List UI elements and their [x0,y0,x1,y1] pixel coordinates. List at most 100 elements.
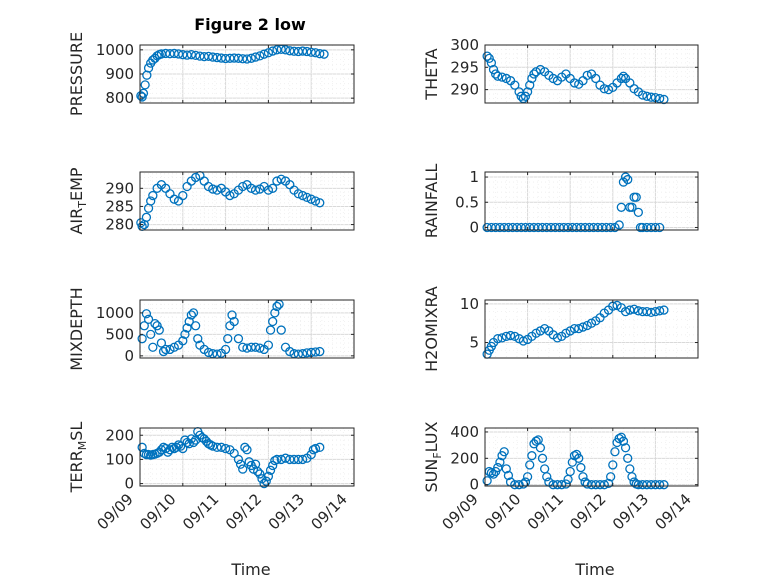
data-point [242,445,252,455]
data-point [141,309,152,319]
data-point [493,71,503,81]
data-point [319,49,329,59]
y-axis-label: TERRMSL [67,422,89,494]
data-point [310,443,321,454]
subplot-theta: 290 295 300 THETA [422,36,699,105]
data-point [606,472,616,482]
data-point [190,50,201,61]
data-point [315,198,325,208]
data-point [250,52,261,62]
data-point [190,321,201,331]
data-point [315,49,325,59]
y-tick-label: 200 [450,449,479,467]
data-point [186,50,197,60]
data-point [250,342,261,352]
data-point [229,448,239,459]
y-axis-label: RAINFALL [422,164,441,239]
data-point [250,185,261,195]
data-point [265,325,276,335]
data-point [148,190,158,201]
data-point [242,54,252,64]
data-point [308,445,318,455]
data-point [637,90,648,100]
data-point [165,445,175,455]
data-point [599,480,609,490]
data-point [569,78,580,88]
data-point [167,442,177,452]
subplot-rainfall: 0 0.5 1 RAINFALL [422,164,699,239]
data-point [620,443,631,453]
data-point [629,304,639,314]
y-tick-label: 0 [469,218,479,236]
data-point [285,346,295,357]
data-point [180,329,190,340]
y-tick-label: 10 [460,295,479,313]
data-point [633,207,644,217]
data-point [280,453,291,463]
data-point [293,189,304,199]
data-point [297,190,308,201]
axes-box [484,44,699,104]
data-point [614,220,624,230]
data-point [659,480,669,490]
data-point [616,73,626,84]
data-point [220,443,231,454]
y-tick-label: 0.5 [455,193,479,211]
data-point [522,472,533,482]
data-point [143,314,154,324]
data-point [627,472,637,482]
data-point [255,343,265,353]
data-point [627,202,637,212]
data-point [315,442,325,452]
data-point [161,344,171,355]
axes-box [139,171,355,231]
data-point [569,323,580,334]
y-tick-label: 0 [469,476,479,494]
data-point [253,466,263,477]
data-point [263,185,274,195]
data-point [137,442,147,452]
subplot-pressure: 800 900 1000 PRESSURE [67,32,355,116]
data-point [238,181,248,192]
data-point [141,212,152,222]
data-point [169,194,179,204]
data-point [233,454,244,465]
y-tick-label: 500 [105,325,134,343]
data-point [270,308,280,318]
data-point [499,447,509,457]
data-point [156,338,167,348]
y-tick-label: 5 [469,334,479,352]
y-tick-label: 1000 [96,41,134,59]
data-point [146,196,156,206]
data-point [255,51,265,61]
data-point [229,316,239,327]
data-point [529,69,539,79]
data-point [574,323,584,334]
axes-box [484,299,699,359]
data-point [276,174,286,184]
axes-box [139,427,355,487]
data-point [525,80,535,90]
data-point [208,52,218,62]
y-axis-label: MIXDEPTH [67,287,86,370]
data-point [140,80,150,90]
data-point [259,49,269,59]
data-point [608,460,618,470]
axes-box [139,299,355,359]
y-tick-label: 0 [124,347,134,365]
data-point [315,346,325,357]
data-point [280,45,291,55]
data-point [493,462,503,473]
data-point [238,464,248,474]
data-point [578,472,588,482]
data-point [642,91,652,101]
data-point [522,87,533,97]
data-point [650,306,661,317]
data-point [184,316,194,327]
y-tick-label: 295 [450,58,479,76]
data-point [178,190,188,201]
data-point [576,462,586,473]
data-point [503,470,514,481]
data-point [268,460,278,471]
y-axis-label: AIRTEMP [67,167,89,234]
